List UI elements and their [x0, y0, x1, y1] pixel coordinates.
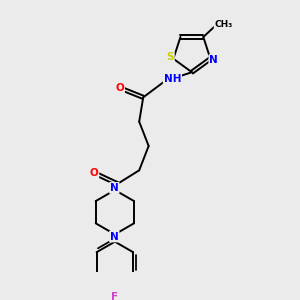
Text: N: N [110, 232, 119, 242]
Text: S: S [167, 52, 174, 62]
Text: O: O [90, 168, 98, 178]
Text: N: N [209, 55, 218, 65]
Text: CH₃: CH₃ [214, 20, 233, 29]
Text: O: O [116, 83, 124, 93]
Text: F: F [111, 292, 118, 300]
Text: N: N [110, 183, 119, 193]
Text: NH: NH [164, 74, 181, 84]
